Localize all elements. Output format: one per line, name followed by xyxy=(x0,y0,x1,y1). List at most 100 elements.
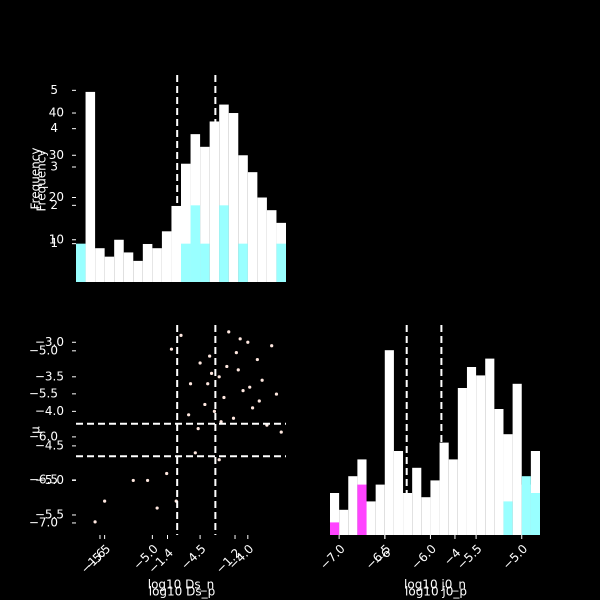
histogram-bar xyxy=(412,467,422,535)
y2-tick-label: −6.5 xyxy=(29,472,58,486)
histogram-bar xyxy=(142,243,153,282)
histogram-bar xyxy=(503,501,513,535)
histogram-bar xyxy=(485,358,495,535)
histogram-bar xyxy=(133,260,143,282)
y-tick-label: 40 xyxy=(49,106,64,120)
histogram-bar xyxy=(123,252,134,282)
histogram-bar xyxy=(152,248,162,282)
y-axis-label: μ xyxy=(29,426,43,434)
scatter-point xyxy=(231,416,236,420)
histogram-bar xyxy=(330,522,340,535)
y-tick-label: 30 xyxy=(49,148,64,162)
scatter-point xyxy=(225,364,229,369)
y-tick-label: −3.0 xyxy=(35,335,64,349)
scatter-point xyxy=(217,458,221,462)
y-tick-label: −4.0 xyxy=(35,404,64,418)
x-axis-label: log10 Ds_n xyxy=(148,578,214,592)
histogram-bar xyxy=(95,248,105,282)
histogram-bar xyxy=(357,484,367,535)
scatter-point xyxy=(257,399,261,403)
histogram-bar xyxy=(512,383,522,535)
histogram-bar xyxy=(448,459,458,535)
y2-axis-label: Frequency xyxy=(35,150,49,212)
scatter-point xyxy=(217,375,221,379)
scatter-point xyxy=(250,406,255,410)
histogram-bar xyxy=(104,256,115,282)
histogram-bar xyxy=(476,375,486,535)
y-tick-label: −3.5 xyxy=(35,369,64,383)
histogram-bar xyxy=(466,367,477,535)
scatter-point xyxy=(246,340,250,344)
scatter-point xyxy=(169,347,174,351)
y2-tick-label: 1 xyxy=(50,236,58,250)
scatter-point xyxy=(188,382,193,386)
scatter-point xyxy=(255,357,259,362)
histogram-bar xyxy=(266,210,277,282)
scatter-point xyxy=(165,471,169,476)
scatter-point xyxy=(208,354,212,358)
histogram-bar xyxy=(421,497,431,535)
histogram-bar xyxy=(393,451,404,535)
histogram-bar xyxy=(276,243,286,282)
scatter-point xyxy=(219,420,223,424)
scatter-point xyxy=(179,333,183,337)
scatter-point xyxy=(93,520,97,524)
histogram-bar xyxy=(85,91,96,283)
y-axis-label: Frequency xyxy=(29,148,43,210)
histogram-bar xyxy=(190,205,201,282)
histogram-bar xyxy=(494,409,504,535)
scatter-point xyxy=(274,392,279,396)
x-tick-label: −4.5 xyxy=(178,542,209,573)
histogram-bar xyxy=(200,243,210,282)
y-tick-label: −4.5 xyxy=(35,438,64,452)
histogram-bar xyxy=(457,388,467,535)
x-tick-label: −6.0 xyxy=(409,542,440,573)
histogram-bar xyxy=(257,197,267,282)
y-tick-label: −5.5 xyxy=(35,507,64,521)
y2-tick-label: −5.0 xyxy=(29,343,58,357)
y2-tick-label: −6.0 xyxy=(29,429,58,443)
histogram-bar xyxy=(439,442,449,535)
histogram-bar xyxy=(181,243,191,282)
y2-tick-label: −5.5 xyxy=(29,386,58,400)
histogram-bar xyxy=(348,476,358,535)
x2-axis-label: log10 Ds_p xyxy=(149,585,216,599)
histogram-bar xyxy=(161,231,172,282)
histogram-bar xyxy=(366,501,376,535)
histogram-bar xyxy=(219,205,229,282)
y2-tick-label: −7.0 xyxy=(29,515,58,529)
scatter-point xyxy=(236,368,240,372)
scatter-point xyxy=(234,351,238,355)
histogram-bar xyxy=(339,509,349,535)
histogram-bar xyxy=(521,476,531,535)
histogram-bar xyxy=(238,243,248,282)
scatter-point xyxy=(248,385,252,389)
y2-tick-label: 2 xyxy=(50,198,58,212)
scatter-point xyxy=(270,344,274,348)
histogram-bar xyxy=(181,163,191,282)
y2-tick-label: 3 xyxy=(50,160,58,174)
scatter-point xyxy=(209,371,214,375)
scatter-point xyxy=(193,451,197,455)
scatter-point xyxy=(206,382,210,386)
x-axis-label: log10 j0_n xyxy=(404,578,466,592)
scatter-point xyxy=(222,395,226,400)
histogram-bar xyxy=(384,350,394,535)
scatter-point xyxy=(145,478,150,483)
histogram-bar xyxy=(238,155,248,282)
scatter-point xyxy=(187,413,191,417)
histogram-bar xyxy=(247,172,258,282)
scatter-point xyxy=(279,430,283,434)
scatter-point xyxy=(131,478,135,483)
y-tick-label: 20 xyxy=(49,190,64,204)
histogram-bar xyxy=(228,113,239,282)
scatter-point xyxy=(238,337,242,341)
x2-axis-label: log10 j0_p xyxy=(405,585,467,599)
histogram-bar xyxy=(76,243,86,282)
scatter-point xyxy=(198,361,202,365)
histogram-bar xyxy=(114,239,124,282)
histogram-bar xyxy=(330,493,340,535)
x-tick-label: −7.0 xyxy=(317,542,348,573)
x-tick-label: −5.0 xyxy=(500,542,531,573)
